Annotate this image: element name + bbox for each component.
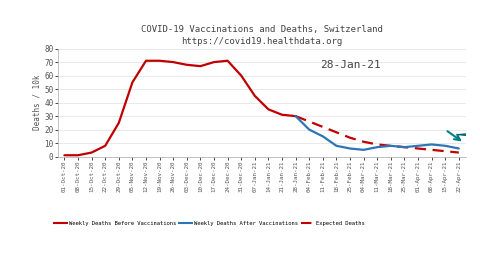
Text: 28-Jan-21: 28-Jan-21 — [320, 59, 381, 69]
FancyBboxPatch shape — [458, 131, 480, 137]
Y-axis label: Deaths / 10k: Deaths / 10k — [33, 75, 41, 130]
Legend: Weekly Deaths Before Vaccinations, Weekly Deaths After Vaccinations, Expected De: Weekly Deaths Before Vaccinations, Weekl… — [52, 219, 367, 228]
Title: COVID-19 Vaccinations and Deaths, Switzerland
https://covid19.healthdata.org: COVID-19 Vaccinations and Deaths, Switze… — [141, 25, 383, 46]
